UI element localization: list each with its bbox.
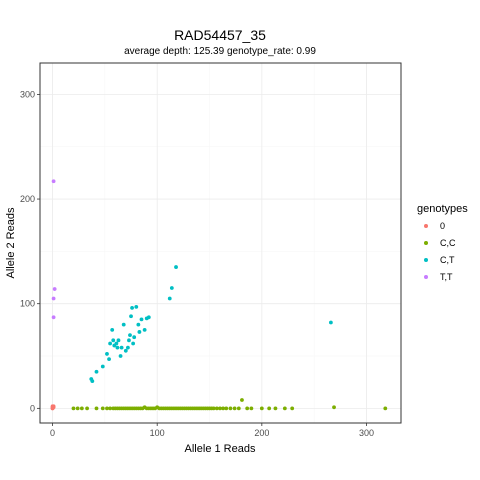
point-cc <box>259 406 264 411</box>
chart-title: RAD54457_35 <box>174 27 266 43</box>
point-ct <box>108 341 113 346</box>
y-tick-label: 200 <box>20 194 35 204</box>
point-ct <box>136 322 141 327</box>
point-ct <box>119 345 124 350</box>
legend-label: 0 <box>440 221 445 231</box>
point-ct <box>118 354 123 358</box>
point-ct <box>90 379 95 384</box>
point-cc <box>249 406 254 411</box>
point-ct <box>174 265 178 269</box>
point-ct <box>121 322 126 327</box>
point-ct <box>132 335 137 340</box>
point-cc <box>232 406 237 411</box>
legend-title: genotypes <box>417 203 468 215</box>
x-tick-label: 200 <box>254 428 269 438</box>
y-tick-label: 0 <box>30 403 35 413</box>
legend-key <box>424 241 428 245</box>
chart-subtitle: average depth: 125.39 genotype_rate: 0.9… <box>124 46 316 57</box>
point-cc <box>245 406 250 411</box>
point-cc <box>282 406 287 411</box>
point-cc <box>105 406 109 411</box>
point-cc <box>75 406 80 411</box>
point-cc <box>224 406 229 411</box>
point-ct <box>328 320 333 325</box>
point-tt <box>51 179 56 184</box>
point-ct <box>105 352 109 356</box>
point-ct <box>128 333 132 337</box>
point-ct <box>126 345 130 350</box>
point-ct <box>114 341 119 346</box>
legend-key <box>424 275 428 279</box>
x-axis-title: Allele 1 Reads <box>185 443 256 455</box>
legend: genotypes 0 C,C C,T T,T <box>417 203 468 282</box>
point-cc <box>228 406 233 411</box>
point-cc <box>94 406 99 411</box>
point-ct <box>169 286 174 290</box>
legend-key <box>424 224 428 228</box>
point-ct <box>167 296 172 301</box>
point-tt <box>52 287 57 291</box>
point-cc <box>108 406 113 411</box>
legend-key <box>424 258 428 262</box>
legend-label: T,T <box>440 272 453 282</box>
point-tt <box>51 315 56 320</box>
point-cc <box>214 406 219 411</box>
point-ct <box>115 345 120 350</box>
point-ct <box>146 315 151 320</box>
point-cc <box>71 406 76 411</box>
x-tick-label: 0 <box>50 428 55 438</box>
point-ct <box>107 357 111 362</box>
point-cc <box>79 406 84 411</box>
point-ct <box>123 348 128 353</box>
point-tt <box>51 296 56 301</box>
y-axis-title: Allele 2 Reads <box>5 207 17 278</box>
x-tick-label: 300 <box>359 428 374 438</box>
point-cc <box>383 406 388 411</box>
panel-border <box>39 62 402 424</box>
point-cc <box>290 406 295 411</box>
point-ct <box>129 314 133 319</box>
legend-label: C,T <box>440 255 455 265</box>
data-points <box>50 179 388 411</box>
point-cc <box>221 406 226 411</box>
point-ct <box>94 369 99 374</box>
point-ct <box>111 338 116 343</box>
point-cc <box>211 406 216 411</box>
x-tick-label: 100 <box>150 428 165 438</box>
y-tick-label: 100 <box>20 299 35 309</box>
legend-label: C,C <box>440 238 456 248</box>
point-ct <box>130 305 134 310</box>
point-ct <box>139 317 144 322</box>
point-ct <box>110 327 115 332</box>
point-ct <box>100 364 105 369</box>
point-cc <box>267 406 272 411</box>
point-cc <box>332 405 336 410</box>
point-0 <box>50 406 55 411</box>
point-cc <box>218 406 222 411</box>
axis-ticks: 0 100 200 300 0 100 200 300 <box>20 89 374 438</box>
y-tick-label: 300 <box>20 89 35 99</box>
point-cc <box>100 406 105 411</box>
point-ct <box>127 338 131 343</box>
point-ct <box>131 341 136 346</box>
point-ct <box>137 330 142 334</box>
point-cc <box>273 406 278 411</box>
point-ct <box>116 338 121 343</box>
point-cc <box>240 398 244 402</box>
point-cc <box>85 406 89 411</box>
point-ct <box>142 327 147 332</box>
point-ct <box>134 304 139 309</box>
point-cc <box>236 406 241 411</box>
